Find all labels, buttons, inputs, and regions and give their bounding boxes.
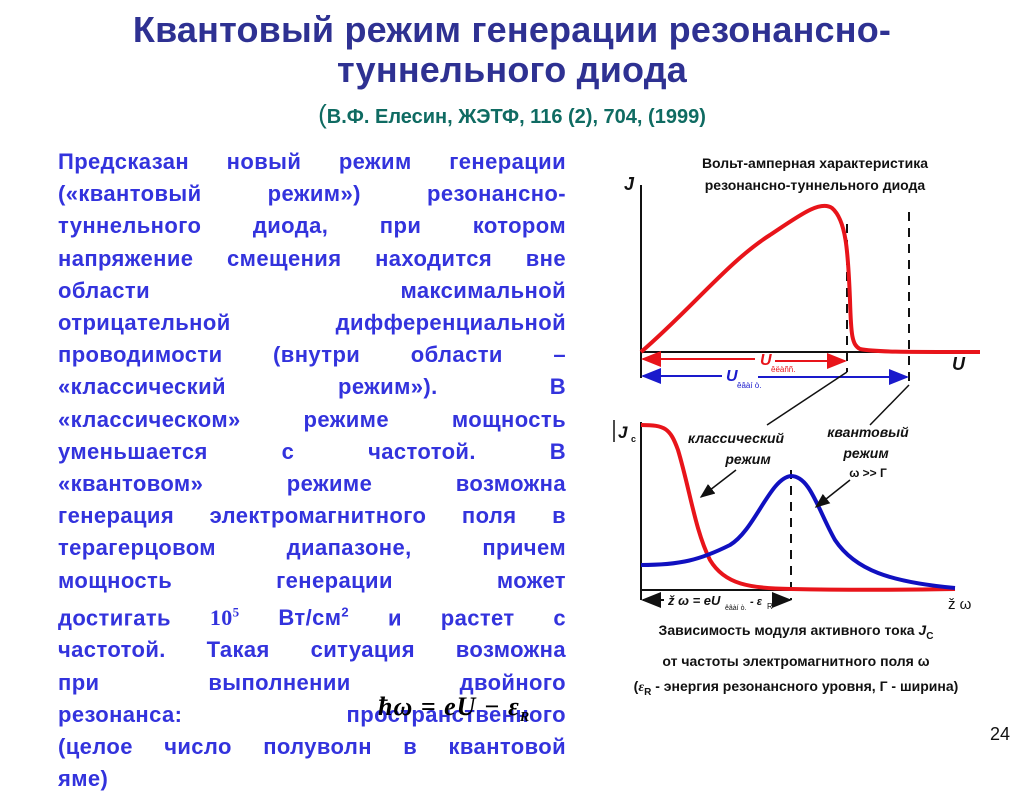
classical-curve [640, 423, 956, 592]
body-line: при выполнении двойного [58, 669, 566, 695]
quantum-label-1: квантовый [827, 424, 909, 440]
jc-x-axis-label: ž ω [948, 596, 972, 613]
body-line: («квантовый режим») резонансно- [58, 181, 566, 207]
body-line: области максимальной [58, 277, 566, 303]
power-unit: Вт/см2 [278, 604, 350, 631]
jc-chart: J c классический режим квантовый режим ω… [613, 420, 972, 613]
classical-label-2: режим [724, 451, 771, 467]
body-line: генерация электромагнитного поля в [58, 503, 566, 529]
u-quant-subscript: êâàí ò. [737, 381, 761, 390]
quantum-label-2: режим [842, 445, 889, 461]
quantum-pointer-line [869, 384, 910, 426]
quantum-condition: ω >> Г [849, 466, 887, 480]
page-number: 24 [989, 724, 1010, 744]
body-line-power: достигать 105 Вт/см2 и растет с [58, 604, 567, 631]
classical-pointer-line [766, 371, 848, 426]
iv-chart-title: Вольт-амперная характеристика резонансно… [701, 155, 929, 193]
body-line: «классическом» режиме мощность [58, 406, 566, 432]
classical-label-arrow [699, 469, 737, 498]
body-line: (целое число полуволн в квантовой [58, 733, 566, 759]
body-line: напряжение смещения находится вне [58, 245, 566, 271]
slide-title: Квантовый режим генерации резонансно- ту… [0, 10, 1024, 90]
body-line: «квантовом» режиме возможна [58, 471, 566, 497]
body-line: частотой. Такая ситуация возможна [58, 637, 566, 663]
jc-chart-caption: Зависимость модуля активного тока JC от … [580, 618, 1012, 705]
freq-formula-sub2: R [767, 602, 773, 611]
quantum-curve [640, 473, 956, 590]
iv-curve [639, 203, 981, 354]
freq-formula-a: ž ω = eU [667, 593, 721, 608]
body-line: терагерцовом диапазоне, причем [58, 535, 566, 561]
quantum-label-arrow [814, 479, 851, 508]
caption-line3: (εR - энергия резонансного уровня, Г - ш… [633, 677, 959, 698]
jc-y-axis-label: J [618, 423, 628, 442]
citation-text: В.Ф. Елесин, ЖЭТФ, 116 (2), 704, (1999) [326, 106, 706, 128]
resonance-formula: ħω = eU − εR [378, 692, 531, 726]
iv-chart: J U U êëàññ. U êâàí ò. [624, 174, 981, 426]
iv-x-axis-label: U [952, 354, 966, 374]
freq-formula-b: - ε [750, 596, 763, 608]
body-line: «классический режим»). В [58, 374, 566, 400]
body-paragraph: Предсказан новый режим генерации («квант… [58, 146, 566, 795]
caption-line1: Зависимость модуля активного тока JC [658, 622, 934, 642]
classical-label-1: классический [688, 430, 785, 446]
u-class-label: U [760, 352, 772, 369]
jc-y-axis-subscript: c [631, 434, 636, 444]
citation: (В.Ф. Елесин, ЖЭТФ, 116 (2), 704, (1999) [0, 100, 1024, 131]
freq-formula-sub: êâàí ò. [725, 605, 746, 612]
u-quant-label: U [726, 368, 738, 385]
slide-title-line1: Квантовый режим генерации резонансно- [132, 9, 892, 50]
body-line: мощность генерации может [58, 567, 566, 593]
charts-svg: J U U êëàññ. U êâàí ò. J c [613, 174, 981, 613]
power-value: 105 [209, 604, 240, 631]
slide-title-line2: туннельного диода [336, 49, 688, 90]
body-line: проводимости (внутри области – [58, 342, 566, 368]
body-line: туннельного диода, при котором [58, 213, 566, 239]
u-class-subscript: êëàññ. [771, 365, 795, 374]
body-line: отрицательной дифференциальной [58, 310, 566, 336]
body-line: уменьшается с частотой. В [58, 438, 566, 464]
iv-y-axis-label: J [624, 174, 635, 194]
body-line: резонанса: пространственного [58, 701, 566, 727]
body-line: Предсказан новый режим генерации [58, 149, 566, 174]
caption-line2: от частоты электромагнитного поля ω [662, 652, 930, 669]
citation-paren: ( [318, 99, 327, 129]
